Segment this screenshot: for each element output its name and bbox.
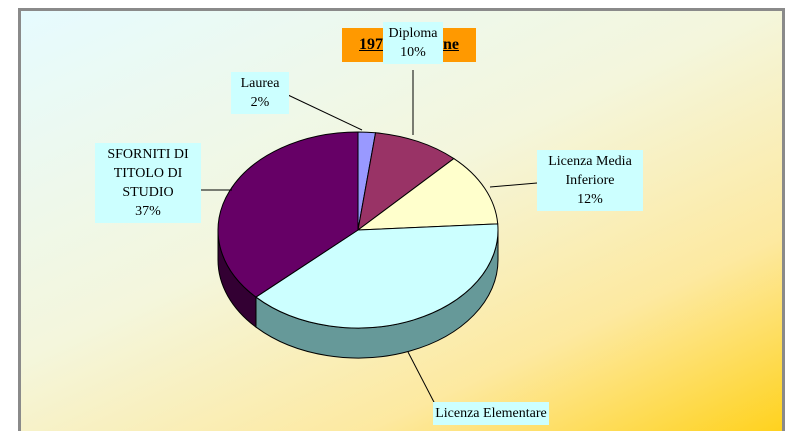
category-label: Diploma: [388, 26, 438, 41]
category-label: Laurea: [240, 76, 280, 91]
slice: [356, 157, 499, 231]
value-label: 10%: [400, 45, 426, 60]
data-label: Licenza Media Inferiore 12%: [537, 150, 643, 211]
leader-line: [407, 351, 437, 407]
leader-line: [489, 182, 538, 188]
category-label: SFORNITI DI TITOLO DI STUDIO: [107, 147, 189, 200]
value-label: 37%: [135, 204, 161, 219]
pie-chart: [200, 70, 538, 407]
leader-line: [287, 94, 363, 131]
value-label: 12%: [577, 192, 603, 207]
category-label: Licenza Media Inferiore: [548, 154, 632, 188]
slice: [217, 131, 359, 298]
slice: [357, 132, 455, 232]
slice: [255, 223, 499, 329]
data-label: Diploma 10%: [383, 22, 443, 64]
data-label: Laurea 2%: [231, 72, 289, 114]
value-label: 2%: [250, 95, 270, 110]
data-label: SFORNITI DI TITOLO DI STUDIO 37%: [95, 143, 201, 223]
category-label: Licenza Elementare: [435, 406, 547, 421]
data-label: Licenza Elementare: [433, 402, 549, 425]
